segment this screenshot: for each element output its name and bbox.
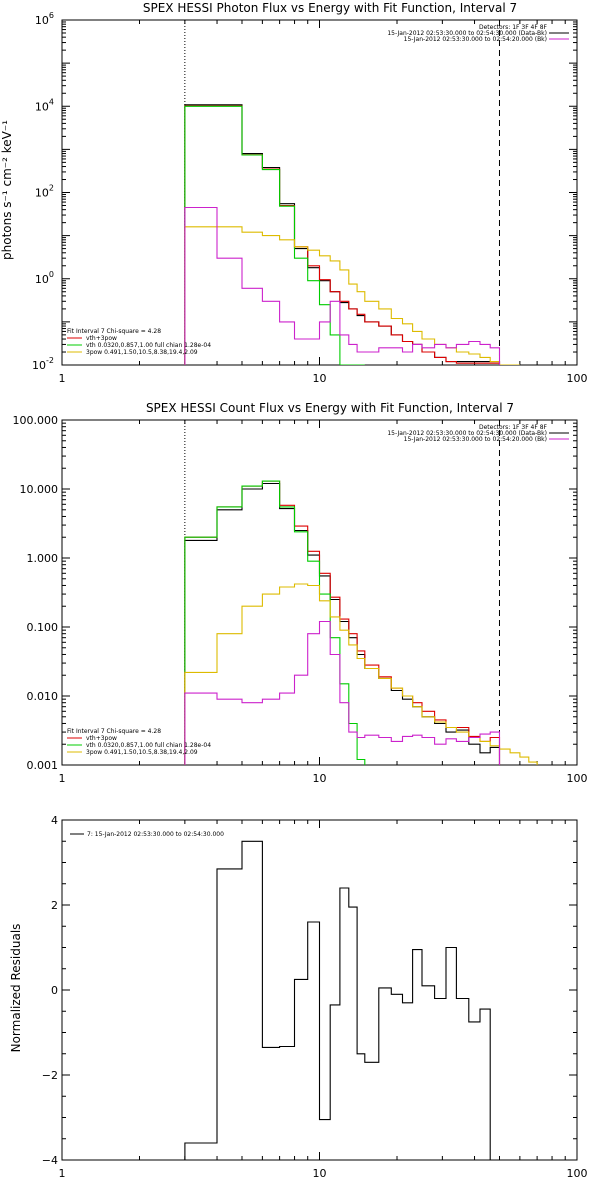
legend-top-entry: Detectors: 1F 3F 4F 8F	[479, 424, 548, 431]
x-tick-label: 10	[313, 772, 327, 785]
legend-top-entry: 15-Jan-2012 02:53:30.000 to 02:54:30.000…	[387, 30, 547, 37]
legend-bottom-entry: vth 0.0320,0.857,1.00 full chian 1.28e-0…	[86, 742, 211, 749]
photon-flux-plot-area: 1 10 100 10-2 100 102 104 106 Detectors: 1F 3F 4…	[32, 11, 587, 385]
y-tick-label: 4	[51, 814, 58, 827]
residuals-plot-area: 1 10 100 −4 −2 0 2 4 7: 15-Jan-2012 02:53:30.000…	[42, 814, 588, 1180]
count-flux-panel: SPEX HESSI Count Flux vs Energy with Fit…	[13, 401, 588, 785]
photon-flux-panel: SPEX HESSI Photon Flux vs Energy with Fi…	[0, 1, 588, 385]
x-tick-label: 10	[313, 372, 327, 385]
y-tick-label: −2	[42, 1069, 58, 1082]
residuals-ylabel: Normalized Residuals	[9, 924, 23, 1053]
y-tick-label: 0.001	[27, 759, 59, 772]
x-tick-label: 100	[567, 372, 588, 385]
series-line-3	[184, 583, 538, 765]
series-line-4	[184, 620, 501, 765]
x-tick-label: 1	[59, 372, 66, 385]
legend-bottom-entry: vth+3pow	[86, 735, 117, 742]
legend-bottom-entry: 3pow 0.491,1.50,10.5,8.38,19.4,2.09	[86, 749, 198, 756]
x-tick-label: 100	[567, 1167, 588, 1180]
legend-bottom-entry: vth+3pow	[86, 335, 117, 342]
legend-bottom-entry: vth 0.0320,0.857,1.00 full chian 1.28e-0…	[86, 342, 211, 349]
legend-bottom-entry: Fit Interval 7 Chi-square = 4.28	[67, 328, 161, 335]
count-flux-plot-area: 1 10 100 0.001 0.010 0.100 1.000 10.000 100.000 D…	[13, 414, 588, 785]
y-tick-label: 0	[51, 984, 58, 997]
series-line-0	[184, 840, 500, 1160]
y-tick-label: 0.010	[27, 690, 59, 703]
legend-bottom-entry: 3pow 0.491,1.50,10.5,8.38,19.4,2.09	[86, 349, 198, 356]
series-line-0	[184, 482, 501, 765]
y-tick-label: 106	[35, 11, 54, 27]
series-line-4	[184, 206, 501, 365]
residuals-panel: Normalized Residuals 1 10 100 −4 −2 0 2 4 7: 15-…	[9, 814, 588, 1180]
y-tick-label: 2	[51, 899, 58, 912]
series-line-2	[184, 105, 365, 365]
legend-entry: 7: 15-Jan-2012 02:53:30.000 to 02:54:30.…	[87, 831, 224, 838]
x-tick-label: 100	[567, 772, 588, 785]
legend-top-entry: 15-Jan-2012 02:53:30.000 to 02:54:20.000…	[404, 36, 547, 43]
y-tick-label: 10.000	[20, 483, 59, 496]
series-line-2	[184, 480, 366, 765]
count-flux-title: SPEX HESSI Count Flux vs Energy with Fit…	[146, 401, 514, 415]
y-tick-label: 0.100	[27, 621, 59, 634]
legend-top-entry: 15-Jan-2012 02:53:30.000 to 02:54:30.000…	[387, 430, 547, 437]
legend-top-entry: Detectors: 1F 3F 4F 8F	[479, 24, 548, 31]
y-tick-label: 10-2	[32, 356, 54, 372]
series-line-3	[184, 226, 520, 365]
x-tick-label: 10	[313, 1167, 327, 1180]
y-tick-label: 100.000	[13, 414, 59, 427]
y-tick-label: 100	[35, 270, 54, 286]
x-tick-label: 1	[59, 1167, 66, 1180]
legend-bottom-entry: Fit Interval 7 Chi-square = 4.28	[67, 728, 161, 735]
photon-flux-title: SPEX HESSI Photon Flux vs Energy with Fi…	[143, 1, 517, 15]
legend-top-entry: 15-Jan-2012 02:53:30.000 to 02:54:20.000…	[404, 436, 547, 443]
series-line-1	[184, 105, 501, 365]
series-line-1	[184, 480, 501, 765]
y-tick-label: −4	[42, 1154, 58, 1167]
y-tick-label: 102	[35, 184, 54, 200]
photon-flux-ylabel: photons s⁻¹ cm⁻² keV⁻¹	[0, 120, 14, 260]
x-tick-label: 1	[59, 772, 66, 785]
y-tick-label: 104	[35, 97, 54, 113]
series-line-0	[184, 104, 501, 365]
y-tick-label: 1.000	[27, 552, 59, 565]
